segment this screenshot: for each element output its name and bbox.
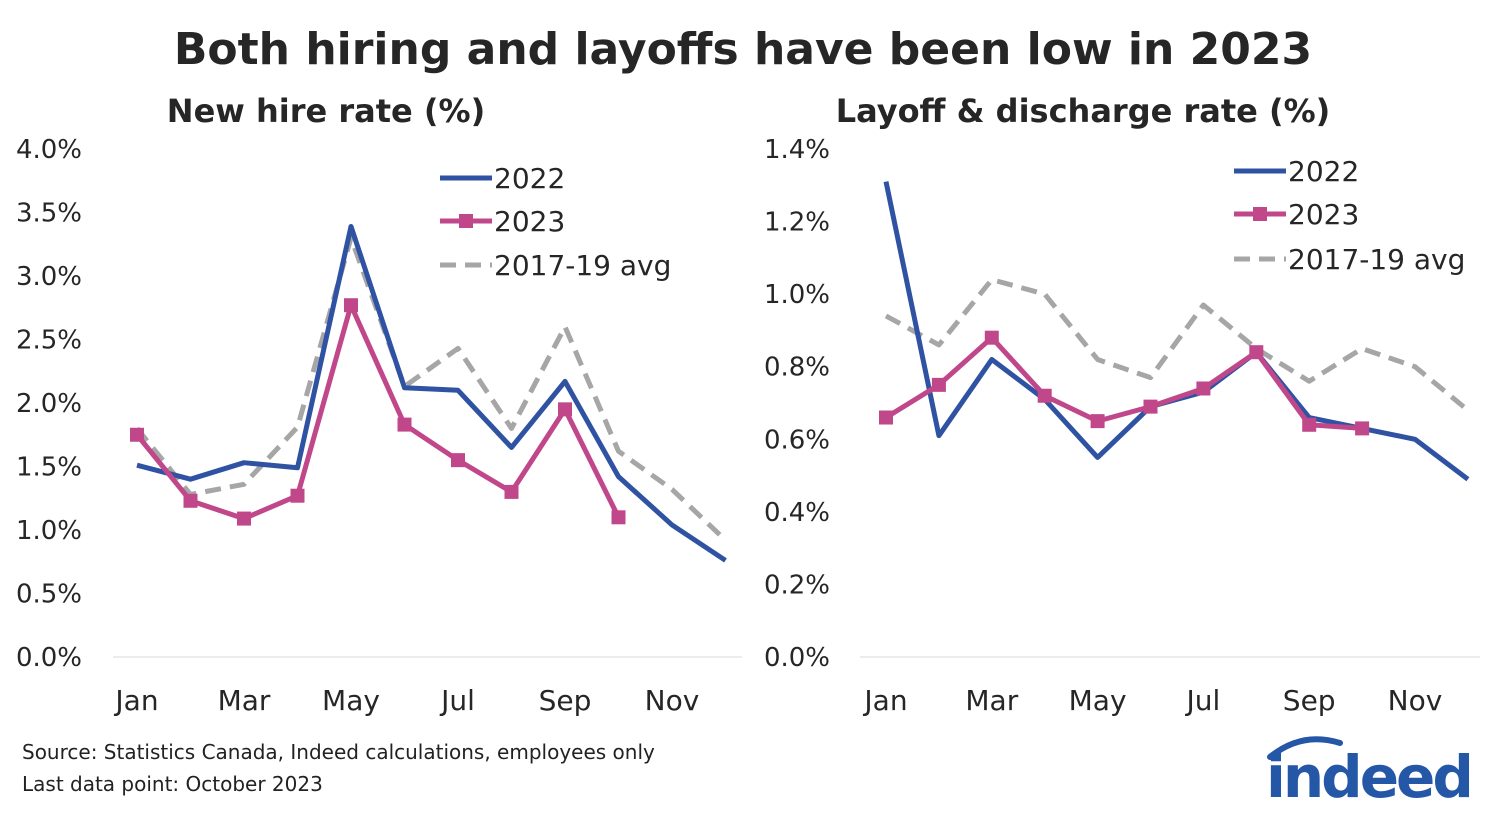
x-tick-label: Mar [965,684,1018,717]
x-tick-label: Jan [862,684,907,717]
y-tick-label: 1.2% [764,208,830,238]
data-point-2023 [451,453,465,468]
data-point-2023 [344,298,358,313]
x-tick-label: Jul [1185,684,1221,717]
data-point-2023 [504,484,519,499]
y-tick-label: 0.4% [764,498,830,528]
series-line-2017-19-avg [135,235,728,542]
legend-label: 2023 [1288,198,1359,231]
series-line-2023 [884,335,1363,431]
y-tick-label: 4.0% [16,135,82,165]
data-point-2023 [130,427,144,442]
x-tick-label: Nov [645,684,700,717]
data-point-2023 [397,417,412,432]
data-point-2023 [931,377,946,392]
source-note: Source: Statistics Canada, Indeed calcul… [22,740,655,764]
x-tick-label: Jul [439,684,475,717]
data-point-2023 [611,510,626,525]
y-tick-label: 0.6% [764,425,830,455]
legend-label: 2017-19 avg [1288,243,1465,276]
legend-label: 2023 [494,205,565,238]
y-tick-label: 1.5% [16,453,82,483]
svg-text:indeed: indeed [1266,743,1471,805]
y-tick-label: 0.8% [764,353,830,383]
legend-label: 2022 [494,162,565,195]
data-point-2023 [984,330,999,345]
series-line-2023 [135,302,621,522]
data-point-2023 [1196,381,1211,396]
series-line-2017-19-avg [884,277,1470,413]
data-point-2023 [558,402,572,417]
y-tick-label: 0.5% [16,580,82,610]
data-point-2023 [1090,414,1105,429]
x-tick-label: Jan [113,684,158,717]
x-tick-label: Sep [1283,684,1336,717]
series-line-2022 [136,223,727,563]
data-point-2023 [1302,417,1317,432]
data-point-2023 [1143,399,1158,414]
y-tick-label: 3.5% [16,199,82,229]
y-tick-label: 0.2% [764,570,830,600]
x-tick-label: May [322,684,380,717]
data-point-2023 [183,493,198,508]
legend-label: 2017-19 avg [494,249,671,282]
indeed-logo: indeed [1266,736,1474,805]
y-tick-label: 1.0% [764,280,830,310]
data-point-2023 [1355,421,1370,436]
y-tick-label: 1.0% [16,516,82,546]
panel-title: Layoff & discharge rate (%) [836,92,1331,130]
y-tick-label: 3.0% [16,262,82,292]
panel-title: New hire rate (%) [167,92,485,130]
data-point-2023 [237,511,251,526]
data-point-2023 [290,488,305,503]
data-point-2023 [1037,388,1052,403]
x-tick-label: Sep [539,684,592,717]
chart-title: Both hiring and layoffs have been low in… [173,24,1313,75]
series-line-2022 [883,181,1470,482]
x-tick-label: May [1069,684,1127,717]
last-data-note: Last data point: October 2023 [22,772,323,796]
data-point-2023 [1249,345,1264,360]
y-tick-label: 1.4% [764,135,830,165]
y-tick-label: 2.0% [16,389,82,419]
legend-marker [1253,207,1267,221]
y-tick-label: 0.0% [764,643,830,673]
legend-label: 2022 [1288,155,1359,188]
x-tick-label: Nov [1388,684,1443,717]
y-tick-label: 2.5% [16,326,82,356]
data-point-2023 [879,410,893,425]
x-tick-label: Mar [218,684,271,717]
legend-marker [459,214,473,228]
y-tick-label: 0.0% [16,643,82,673]
